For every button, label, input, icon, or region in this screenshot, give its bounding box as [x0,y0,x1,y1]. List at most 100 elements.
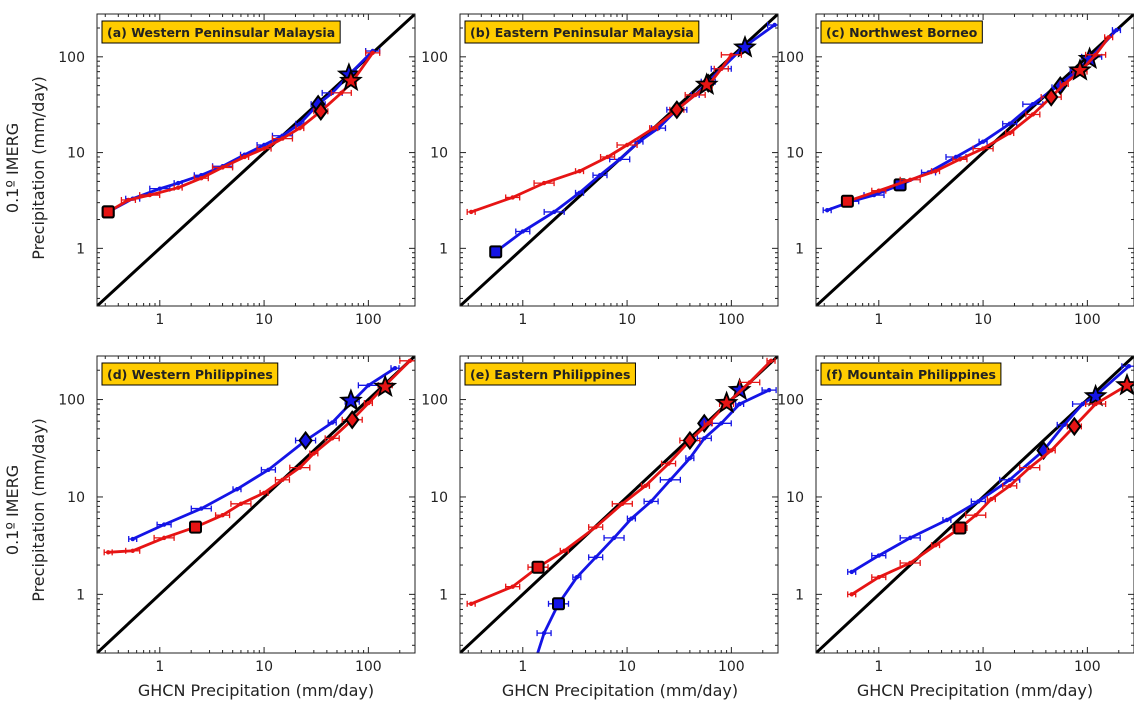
panel-title: (d) Western Philippines [101,362,279,386]
data-point [648,499,654,504]
data-point [1080,401,1085,407]
data-point [907,177,913,182]
data-point [366,383,371,388]
data-point [1007,130,1012,136]
panel-title-text: (c) Northwest Borneo [826,25,978,40]
plot-content [816,356,1134,653]
y-tick-label: 1 [795,587,804,603]
data-point [541,180,547,186]
data-point [468,209,474,215]
marker-star [1068,57,1092,81]
panel-5: 1 10 100 1 10 100 (e) Eastern Philippines [421,355,779,675]
x-tick-label: 1 [518,659,527,675]
data-point [593,555,598,560]
data-point [772,22,777,28]
data-point [562,548,567,554]
data-point [1093,401,1098,407]
y-tick-label: 10 [67,490,85,506]
panel-title: (f) Mountain Philippines [820,362,1002,386]
data-point [280,477,285,483]
data-point [876,553,881,558]
data-point [989,496,994,502]
data-point [933,168,938,174]
panel-title-box [464,20,700,44]
ylabel-row1-line2: Precipitation (mm/day) [29,76,48,260]
x-tick-label: 100 [355,659,382,675]
x-tick-label: 100 [1074,659,1101,675]
panel-title-text: (e) Eastern Philippines [470,367,630,382]
data-point [577,168,582,174]
panel-title-box [820,20,983,44]
panel-title-text: (b) Eastern Peninsular Malaysia [470,25,694,40]
data-point [876,188,881,193]
series-blue-line [132,367,396,541]
marker-diamond [669,100,685,120]
marker-star [373,374,398,397]
data-point [1030,102,1036,107]
x-tick-label: 100 [1074,312,1101,328]
x-tick-label: 10 [618,312,636,328]
ylabel-row2-line2: Precipitation (mm/day) [29,418,48,602]
marker-diamond [682,430,698,451]
data-point [242,154,247,160]
x-tick-label: 10 [974,312,992,328]
panel-6: 1 10 100 1 10 100 (f) Mountain Philippines [777,355,1134,675]
data-point [702,436,707,441]
marker-diamond [313,101,329,121]
y-tick-label: 1 [795,241,804,257]
xlabel-col2: GHCN Precipitation (mm/day) [502,681,738,700]
data-point [617,157,622,162]
x-tick-label: 1 [874,659,883,675]
xlabel-col3: GHCN Precipitation (mm/day) [857,681,1093,700]
y-tick-label: 10 [786,490,804,506]
marker-star [1083,383,1108,407]
marker-star [1115,372,1134,396]
data-point [957,157,963,162]
y-tick-label: 1 [439,241,448,257]
marker-diamond [298,430,313,451]
data-point [520,229,525,234]
panel-2: 1 10 100 1 10 100 (b) Eastern Peninsular Malay… [421,13,779,328]
data-point [297,125,302,131]
data-point [605,154,610,160]
data-point [157,186,162,191]
data-point [849,592,854,597]
data-point [510,584,515,589]
data-point [261,490,267,496]
data-point [297,121,302,126]
data-point [907,560,913,566]
panel-title: (b) Eastern Peninsular Malaysia [464,20,700,44]
y-tick-label: 100 [421,393,448,409]
marker-star [714,390,739,414]
data-point [1030,112,1036,117]
panel-1: 1 10 100 1 10 100 (a) Western Peninsular Malay… [58,13,416,328]
y-tick-label: 10 [67,146,85,162]
marker-star [694,72,719,95]
data-point [876,575,881,580]
data-point [468,601,474,606]
panel-4: 1 10 100 1 10 100 (d) Western Philippines [58,355,416,675]
data-point [551,209,557,215]
axes-frame [459,355,779,654]
data-point [620,501,625,507]
data-point [199,506,204,511]
data-point [611,535,617,541]
plot-content [97,14,415,306]
panel-title-text: (a) Western Peninsular Malaysia [107,25,335,40]
data-point [199,176,204,181]
x-tick-label: 10 [255,312,273,328]
plot-content [816,14,1134,306]
panel-title-box [101,20,341,44]
data-point [1007,121,1012,126]
data-point [1007,483,1012,489]
data-point [1093,52,1098,57]
panel-3: 1 10 100 1 10 100 (c) Northwest Borneo [777,13,1134,328]
data-point [729,52,734,57]
data-point [266,467,271,473]
data-point [1106,35,1111,40]
data-point [220,512,225,518]
data-point [1114,27,1119,33]
axes-frame [815,355,1134,654]
data-point [849,569,854,575]
data-point [370,50,375,56]
